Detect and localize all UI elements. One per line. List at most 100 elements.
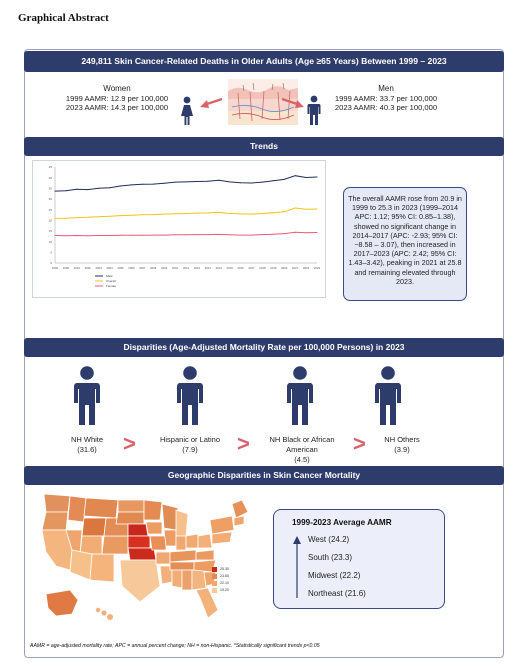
data-point <box>283 233 285 235</box>
legend-label: Overall <box>106 279 116 283</box>
data-point <box>174 213 176 215</box>
skin-layers-image <box>228 79 298 125</box>
data-point <box>185 181 187 183</box>
group-name: NH Black or African American <box>269 435 335 454</box>
women-2023: 2023 AAMR: 14.3 per 100,000 <box>65 103 169 113</box>
women-stats: Women 1999 AAMR: 12.9 per 100,000 2023 A… <box>58 84 176 113</box>
y-tick-label: 20 <box>49 219 53 223</box>
group-name: NH White <box>70 435 104 444</box>
data-point <box>141 234 143 236</box>
x-tick-label: 2014 <box>216 266 223 270</box>
data-point <box>98 216 100 218</box>
x-tick-label: 2012 <box>194 266 201 270</box>
data-point <box>229 181 231 183</box>
geo-title: Geographic Disparities in Skin Cancer Mo… <box>24 466 504 485</box>
data-point <box>305 208 307 210</box>
x-tick-label: 2022 <box>303 266 310 270</box>
data-point <box>218 233 220 235</box>
region-aamr-box: 1999-2023 Average AAMR West (24.2) South… <box>273 509 445 609</box>
data-point <box>76 234 78 236</box>
data-point <box>261 213 263 215</box>
y-tick-label: 35 <box>49 187 53 191</box>
x-tick-label: 2015 <box>227 266 234 270</box>
data-point <box>251 213 252 215</box>
group-nh-others: NH Others (3.9) <box>372 435 432 455</box>
y-tick-label: 30 <box>49 197 53 201</box>
data-point <box>229 234 231 236</box>
legend-label: Male <box>106 274 113 278</box>
legend-swatch <box>212 567 217 572</box>
data-point <box>120 185 121 187</box>
data-point <box>152 183 154 185</box>
data-point <box>87 235 89 237</box>
data-point <box>174 181 176 183</box>
data-point <box>316 208 318 210</box>
data-point <box>130 214 132 216</box>
group-name: NH Others <box>384 435 420 444</box>
data-point <box>196 234 198 236</box>
page-heading: Graphical Abstract <box>18 12 109 24</box>
data-point <box>261 234 263 236</box>
x-tick-label: 2019 <box>270 266 277 270</box>
data-point <box>65 190 67 192</box>
data-point <box>163 213 165 215</box>
data-point <box>196 181 198 183</box>
data-point <box>196 212 198 214</box>
region-west: West (24.2) <box>308 535 350 544</box>
x-tick-label: 2017 <box>248 266 255 270</box>
data-point <box>120 215 121 217</box>
data-point <box>185 213 187 215</box>
data-point <box>272 212 274 214</box>
men-2023: 2023 AAMR: 40.3 per 100,000 <box>334 103 438 113</box>
x-tick-label: 1999 <box>52 266 59 270</box>
region-midwest: Midwest (22.2) <box>308 571 361 580</box>
x-tick-label: 2009 <box>161 266 168 270</box>
data-point <box>109 215 111 217</box>
data-point <box>272 233 274 235</box>
data-point <box>294 175 296 177</box>
data-point <box>87 216 89 218</box>
data-point <box>251 182 252 184</box>
x-tick-label: 2003 <box>96 266 103 270</box>
data-point <box>240 234 242 236</box>
data-point <box>54 190 56 192</box>
data-point <box>283 178 285 180</box>
y-tick-label: 25 <box>49 208 53 212</box>
data-point <box>98 187 100 189</box>
data-point <box>240 182 242 184</box>
data-point <box>207 234 209 236</box>
data-point <box>316 231 318 233</box>
data-point <box>229 213 231 215</box>
us-mortality-map <box>41 493 249 620</box>
data-point <box>109 187 111 189</box>
men-label: Men <box>378 84 394 93</box>
data-point <box>76 217 78 219</box>
series-line-male <box>54 175 318 192</box>
data-point <box>152 234 154 236</box>
data-point <box>185 234 187 236</box>
group-hispanic: Hispanic or Latino (7.9) <box>148 435 232 455</box>
footnote: AAMR = age-adjusted mortality rate; APC … <box>30 643 320 649</box>
data-point <box>87 189 89 191</box>
data-point <box>207 212 209 214</box>
x-tick-label: 2001 <box>74 266 81 270</box>
trend-chart-panel: 0 5 10 15 20 25 30 35 40 45 1999 2000 2001 2002 2003 20… <box>32 160 326 298</box>
x-tick-label: 2011 <box>183 266 189 270</box>
legend-swatch <box>212 588 217 593</box>
women-1999: 1999 AAMR: 12.9 per 100,000 <box>65 93 169 103</box>
nh-black-person-icon <box>287 366 313 425</box>
group-name: Hispanic or Latino <box>159 435 221 444</box>
data-point <box>130 234 132 236</box>
nh-others-person-icon <box>375 366 401 425</box>
group-value: (31.6) <box>77 445 97 454</box>
data-point <box>130 184 132 186</box>
greater-than-sign: > <box>237 431 250 456</box>
data-point <box>163 234 165 236</box>
woman-icon <box>181 96 193 125</box>
group-value: (4.5) <box>294 455 310 464</box>
disparities-title: Disparities (Age-Adjusted Mortality Rate… <box>24 338 504 357</box>
data-point <box>152 214 154 216</box>
data-point <box>305 176 307 178</box>
x-tick-label: 2008 <box>150 266 157 270</box>
